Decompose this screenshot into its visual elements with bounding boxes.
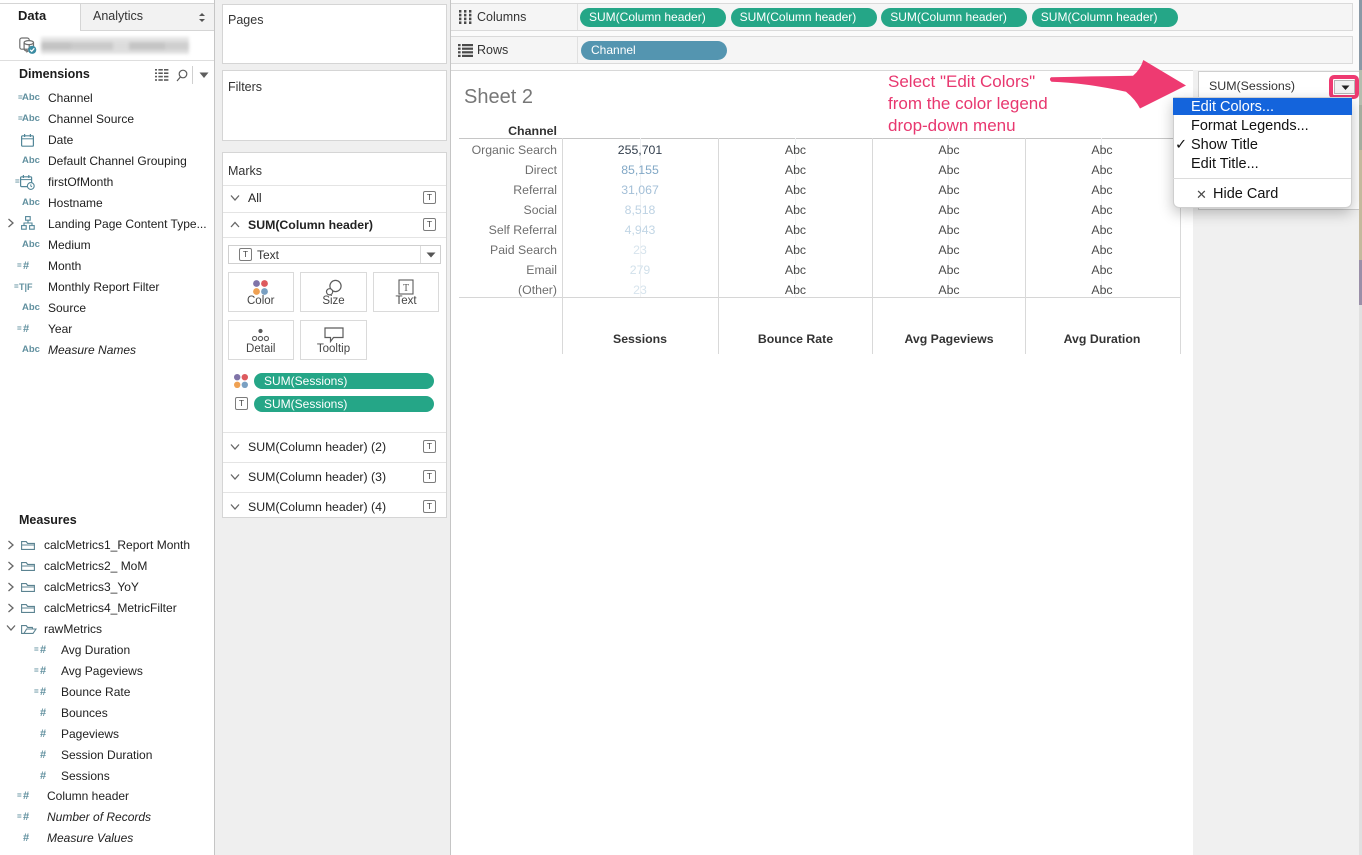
svg-text:T: T — [403, 283, 409, 294]
